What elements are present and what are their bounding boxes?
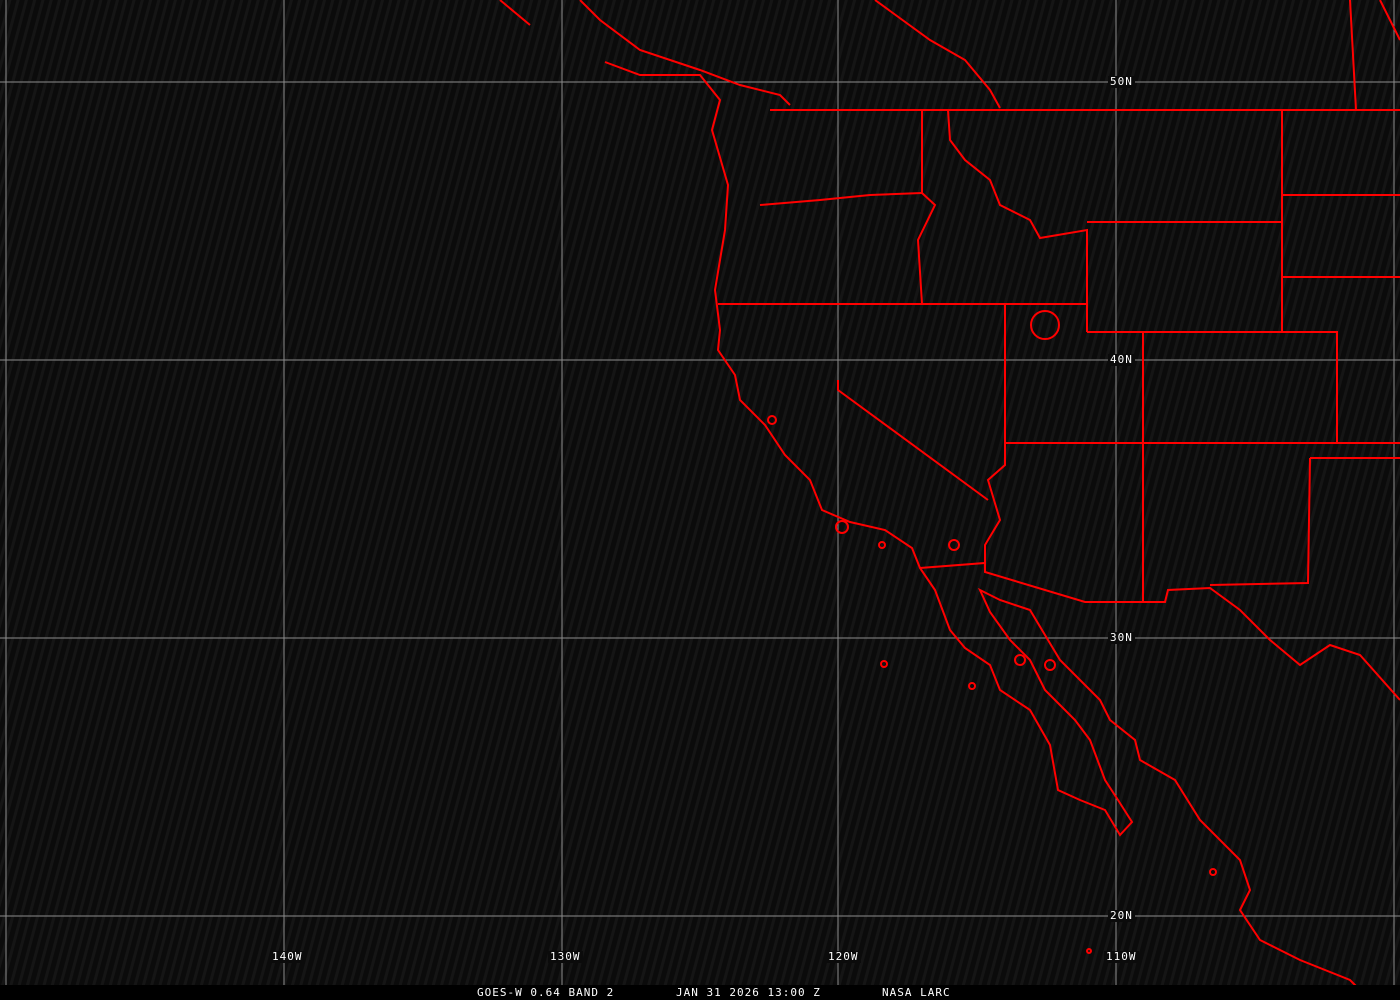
lat-label-30n: 30N	[1108, 631, 1135, 644]
coastline	[604, 61, 1371, 1000]
idaho-west	[916, 110, 937, 305]
island-or-lake	[835, 520, 849, 534]
mexico-border	[919, 561, 1400, 701]
bc-coast	[499, 0, 791, 106]
lat-label-20n: 20N	[1108, 909, 1135, 922]
island-or-lake	[1044, 659, 1056, 671]
island-or-lake	[1014, 654, 1026, 666]
idaho-montana	[947, 109, 1088, 332]
wa-or-border	[759, 192, 923, 206]
island-or-lake	[1030, 310, 1060, 340]
image-caption: GOES-W 0.64 BAND 2 JAN 31 2026 13:00 Z N…	[0, 985, 1400, 1000]
ca-nv-diagonal	[837, 380, 989, 501]
nevada-east	[984, 304, 1006, 563]
texas	[1209, 457, 1400, 586]
lat-label-40n: 40N	[1108, 353, 1135, 366]
lon-label-110w: 110W	[1104, 950, 1139, 963]
bc-alberta-border	[874, 0, 1001, 109]
island-or-lake	[1086, 948, 1092, 954]
canada-east	[1349, 0, 1400, 111]
lon-label-130w: 130W	[548, 950, 583, 963]
island-or-lake	[1209, 868, 1217, 876]
lon-label-120w: 120W	[826, 950, 861, 963]
political-borders	[499, 0, 1400, 1000]
lat-label-50n: 50N	[1108, 75, 1135, 88]
island-or-lake	[880, 660, 888, 668]
island-or-lake	[948, 539, 960, 551]
dakotas	[1282, 194, 1400, 278]
caption-datetime: JAN 31 2026 13:00 Z	[676, 986, 821, 999]
caption-source: NASA LARC	[882, 986, 951, 999]
utah-colorado	[1143, 331, 1338, 443]
island-or-lake	[767, 415, 777, 425]
island-or-lake	[878, 541, 886, 549]
caption-product: GOES-W 0.64 BAND 2	[477, 986, 615, 999]
lon-label-140w: 140W	[270, 950, 305, 963]
island-or-lake	[968, 682, 976, 690]
